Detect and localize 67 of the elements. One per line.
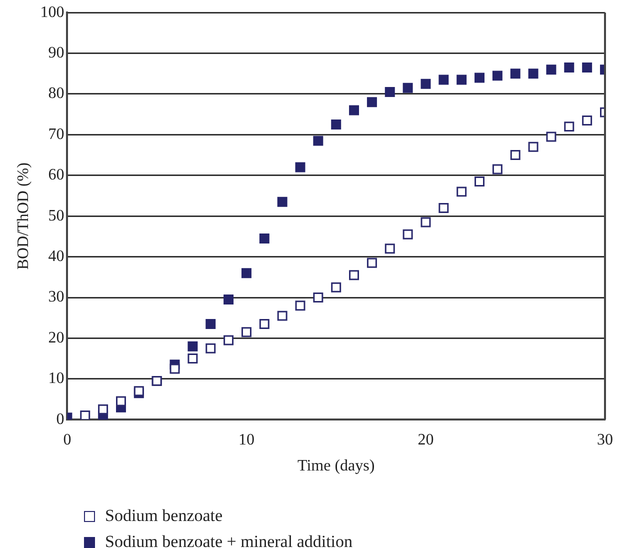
- y-tick-label: 50: [48, 207, 64, 224]
- y-tick-label: 0: [56, 410, 64, 428]
- point: [510, 150, 520, 160]
- point: [564, 62, 574, 73]
- point: [188, 354, 198, 364]
- point: [98, 404, 108, 414]
- point: [349, 105, 360, 116]
- x-tick-label: 20: [418, 431, 434, 448]
- point: [492, 70, 502, 81]
- point: [582, 62, 592, 73]
- x-tick-label: 30: [597, 431, 613, 448]
- point: [277, 310, 288, 321]
- point: [277, 196, 288, 207]
- point: [295, 300, 306, 311]
- point: [241, 268, 252, 278]
- point: [420, 217, 431, 228]
- point: [384, 86, 395, 97]
- point: [188, 341, 198, 352]
- point: [438, 202, 449, 213]
- y-tick-label: 40: [48, 248, 64, 266]
- point: [528, 68, 538, 79]
- y-tick-label: 10: [48, 370, 64, 388]
- point: [366, 258, 377, 268]
- point: [510, 68, 520, 79]
- point: [241, 327, 252, 338]
- point: [313, 136, 324, 146]
- point: [564, 122, 574, 132]
- point: [474, 72, 485, 83]
- y-tick-label: 20: [48, 329, 64, 346]
- y-tick-label: 100: [40, 4, 64, 21]
- point: [384, 244, 395, 254]
- point: [206, 318, 216, 329]
- point: [546, 64, 556, 75]
- point: [456, 186, 467, 197]
- y-tick-label: 70: [48, 126, 64, 143]
- point: [116, 396, 126, 406]
- point: [224, 294, 234, 305]
- point: [402, 229, 413, 240]
- point: [224, 335, 234, 346]
- point: [349, 270, 360, 280]
- point: [528, 142, 538, 152]
- y-axis-title: BOD/ThOD (%): [14, 162, 32, 270]
- legend-label: Sodium benzoate + mineral addition: [105, 532, 353, 548]
- point: [420, 78, 431, 89]
- point: [295, 162, 306, 172]
- point: [546, 132, 556, 142]
- y-tick-label: 30: [48, 288, 64, 306]
- point: [582, 115, 592, 126]
- y-tick-label: 90: [48, 44, 64, 62]
- x-axis-title: Time (days): [298, 458, 375, 475]
- point: [313, 292, 324, 302]
- x-tick-label: 10: [238, 431, 254, 448]
- point: [259, 233, 270, 244]
- point: [366, 97, 377, 108]
- point: [331, 120, 342, 130]
- point: [80, 410, 90, 420]
- point: [206, 343, 216, 354]
- point: [402, 82, 413, 93]
- point: [438, 74, 449, 85]
- point: [170, 364, 180, 374]
- y-tick-label: 80: [48, 85, 64, 102]
- legend-label: Sodium benzoate: [105, 506, 223, 526]
- point: [259, 318, 270, 329]
- point: [456, 74, 467, 85]
- point: [331, 282, 342, 292]
- y-tick-label: 60: [48, 166, 64, 184]
- point: [492, 164, 502, 174]
